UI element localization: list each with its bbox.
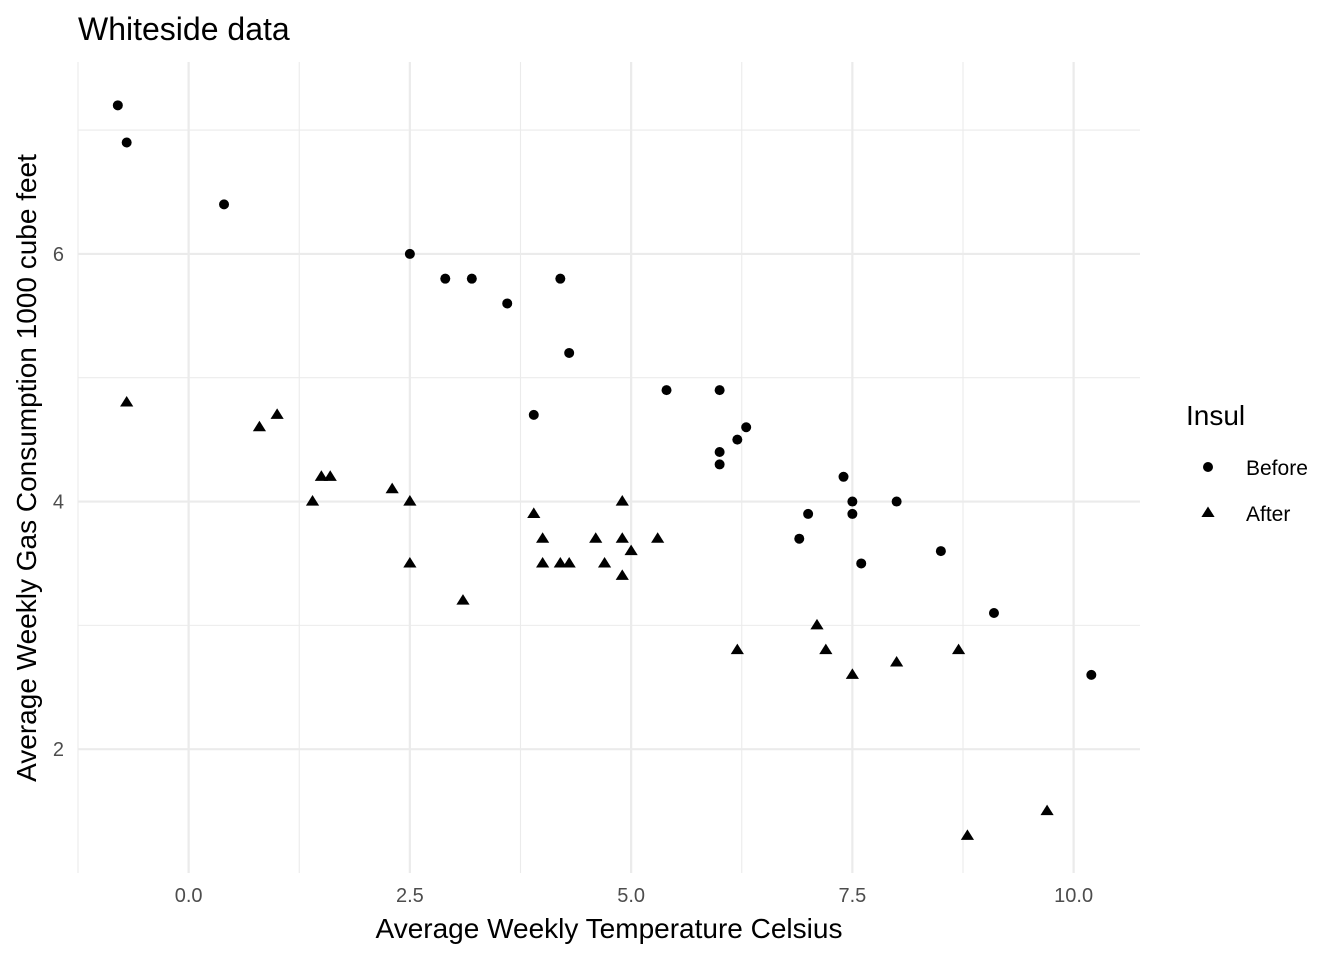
legend-keys bbox=[1201, 462, 1215, 518]
point-before bbox=[856, 558, 867, 569]
legend-label-before: Before bbox=[1246, 457, 1308, 480]
x-tick-label: 2.5 bbox=[396, 885, 424, 907]
legend-label-after: After bbox=[1246, 503, 1290, 526]
point-before bbox=[219, 199, 230, 210]
chart-title: Whiteside data bbox=[78, 11, 290, 47]
point-after bbox=[562, 556, 576, 568]
point-before bbox=[803, 508, 814, 519]
legend-title: Insul bbox=[1186, 400, 1245, 431]
y-tick-label: 2 bbox=[53, 739, 64, 761]
point-before bbox=[741, 422, 752, 433]
point-after bbox=[270, 408, 284, 419]
legend-key-triangle bbox=[1201, 506, 1215, 518]
legend: Insul Before After bbox=[1186, 400, 1308, 526]
point-before bbox=[794, 533, 805, 544]
y-axis-title: Average Weekly Gas Consumption 1000 cube… bbox=[11, 154, 42, 782]
point-after bbox=[597, 556, 612, 568]
point-after bbox=[536, 556, 550, 568]
point-before bbox=[466, 273, 477, 284]
point-before bbox=[121, 137, 132, 148]
point-before bbox=[404, 248, 415, 259]
point-after bbox=[589, 532, 603, 543]
point-after bbox=[951, 643, 966, 655]
point-before bbox=[1086, 669, 1097, 680]
point-before bbox=[847, 496, 858, 507]
point-after bbox=[536, 532, 550, 543]
tick-labels: 0.0 2.5 5.0 7.5 10.0 2 4 6 bbox=[53, 244, 1093, 907]
point-after bbox=[314, 470, 328, 481]
point-before bbox=[714, 385, 725, 396]
point-before bbox=[555, 273, 566, 284]
point-after bbox=[1040, 804, 1054, 816]
point-after bbox=[615, 495, 629, 506]
x-tick-label: 10.0 bbox=[1054, 885, 1093, 907]
y-tick-label: 4 bbox=[53, 492, 64, 514]
point-after bbox=[553, 556, 567, 568]
point-after bbox=[385, 482, 399, 494]
point-after bbox=[615, 532, 629, 543]
point-before bbox=[714, 447, 725, 458]
x-axis-title: Average Weekly Temperature Celsius bbox=[376, 913, 843, 944]
x-tick-label: 5.0 bbox=[617, 885, 645, 907]
y-tick-label: 6 bbox=[53, 244, 64, 266]
point-after bbox=[456, 594, 470, 605]
point-after bbox=[323, 470, 337, 481]
point-before bbox=[732, 434, 743, 445]
grid-lines bbox=[77, 62, 1140, 873]
point-after bbox=[527, 507, 541, 518]
point-after bbox=[252, 420, 267, 432]
point-before bbox=[847, 508, 858, 519]
point-after bbox=[615, 569, 629, 580]
point-before bbox=[528, 409, 539, 420]
x-tick-label: 7.5 bbox=[838, 885, 866, 907]
point-before bbox=[440, 273, 451, 284]
point-before bbox=[661, 385, 672, 396]
point-before bbox=[564, 347, 575, 358]
point-after bbox=[305, 495, 320, 506]
point-before bbox=[714, 459, 725, 470]
point-before bbox=[502, 298, 513, 309]
series-after bbox=[120, 395, 1054, 840]
point-before bbox=[988, 607, 999, 618]
point-before bbox=[891, 496, 902, 507]
point-after bbox=[890, 656, 904, 667]
point-before bbox=[112, 100, 123, 111]
point-after bbox=[810, 618, 824, 630]
point-after bbox=[651, 532, 665, 543]
point-after bbox=[960, 829, 975, 840]
point-before bbox=[935, 546, 946, 557]
x-tick-label: 0.0 bbox=[175, 885, 203, 907]
series-before bbox=[112, 100, 1097, 680]
legend-key-circle bbox=[1203, 462, 1213, 472]
point-after bbox=[730, 643, 744, 655]
point-after bbox=[403, 556, 417, 568]
data-points bbox=[112, 100, 1097, 840]
point-after bbox=[120, 395, 134, 407]
point-after bbox=[819, 643, 833, 655]
point-after bbox=[845, 668, 859, 679]
point-after bbox=[403, 495, 417, 506]
point-after bbox=[624, 544, 638, 556]
point-before bbox=[838, 471, 849, 482]
